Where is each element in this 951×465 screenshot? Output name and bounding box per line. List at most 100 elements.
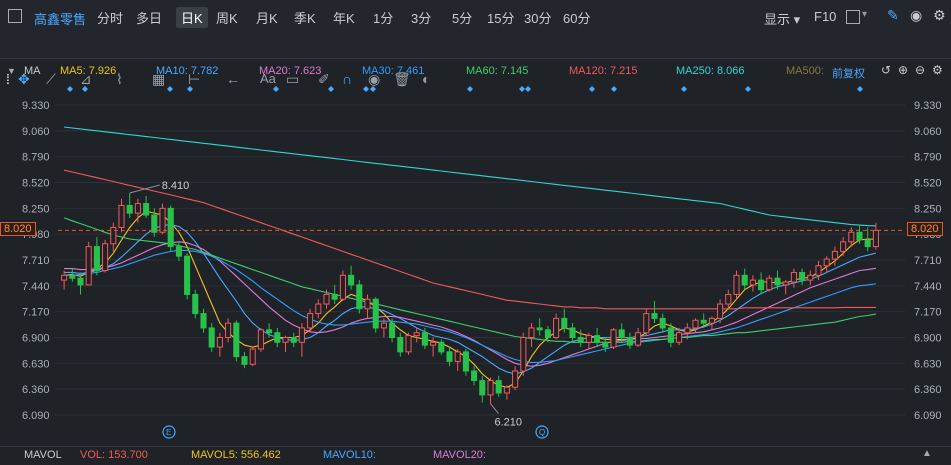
f10-button[interactable]: F10 <box>814 9 837 24</box>
period-tab[interactable]: 15分 <box>487 11 515 26</box>
period-tab[interactable]: 60分 <box>563 11 591 26</box>
candlestick-chart[interactable]: 9.330 9.330 9.060 9.060 8.790 8.790 8.520 8.520… <box>0 0 951 446</box>
comment-tool-icon[interactable]: ▭ <box>286 71 300 87</box>
candle-body <box>610 329 617 348</box>
candle-body <box>536 327 543 331</box>
ma-line-ma250 <box>64 126 876 227</box>
ma-line-ma20 <box>64 241 876 367</box>
candle-body <box>708 317 715 324</box>
candle-body <box>298 327 305 343</box>
chevron-down-icon[interactable]: ▾ <box>862 9 868 20</box>
toggle-icon[interactable]: ◐ <box>422 71 431 87</box>
stock-name[interactable]: 高鑫零售 <box>34 12 87 27</box>
period-tab[interactable]: 3分 <box>411 11 432 26</box>
settings-icon[interactable]: ⚙ <box>932 63 943 77</box>
y-tick-label-left: 7.170 <box>22 307 50 319</box>
channel-tool-icon[interactable]: ⊿ <box>80 71 92 87</box>
erase-tool-icon[interactable]: ✐ <box>318 71 330 87</box>
range-tool-icon[interactable]: ⊢ <box>188 71 201 87</box>
candle-body <box>372 298 379 329</box>
ma-line-ma30 <box>64 249 876 363</box>
text-tool-icon[interactable]: Aa <box>260 71 276 86</box>
event-marker-icon <box>273 86 279 92</box>
candle-body <box>249 348 256 365</box>
y-tick-label-right: 6.630 <box>914 358 942 370</box>
visibility-icon[interactable]: ◉ <box>368 71 381 87</box>
candle-body <box>602 341 609 348</box>
period-tab[interactable]: 日K <box>176 7 208 28</box>
zoom-out-icon[interactable]: ⊖ <box>915 63 926 77</box>
candle-body <box>807 274 814 281</box>
candle-body <box>216 337 223 348</box>
candle-body <box>421 332 428 346</box>
candle-body <box>790 271 797 283</box>
candle-body <box>651 313 658 319</box>
candle-body <box>520 337 527 372</box>
candle-body <box>717 303 724 319</box>
event-marker-icon <box>370 86 376 92</box>
period-tab[interactable]: 季K <box>294 11 316 26</box>
candle-body <box>200 313 207 329</box>
y-tick-label-right: 9.060 <box>914 126 942 138</box>
low-annotation: 6.210 <box>495 417 523 429</box>
candle-body <box>110 226 117 245</box>
candle-body <box>479 380 486 396</box>
ma-line-ma60 <box>63 217 876 343</box>
period-tab[interactable]: 30分 <box>524 11 552 26</box>
period-tab[interactable]: 周K <box>216 11 238 26</box>
crosshair-icon[interactable]: ✥ <box>18 71 30 87</box>
y-tick-label-left: 8.250 <box>22 203 50 215</box>
zoom-in-icon[interactable]: ⊕ <box>898 63 909 77</box>
candle-body <box>799 271 806 281</box>
collapse-icon[interactable]: ▼ <box>7 66 16 76</box>
mavol-title: MAVOL <box>24 449 62 461</box>
y-tick-label-right: 6.900 <box>914 333 942 345</box>
candle-body <box>126 204 133 214</box>
candle-body <box>782 281 789 286</box>
candle-body <box>290 337 297 343</box>
period-tab[interactable]: 分时 <box>97 11 124 26</box>
candle-body <box>561 317 568 329</box>
arrow-tool-icon[interactable]: ← <box>226 71 240 87</box>
y-tick-label-left: 7.710 <box>22 255 50 267</box>
eye-icon[interactable]: ◉ <box>910 7 923 23</box>
grid-tool-icon[interactable]: ▦ <box>152 71 166 87</box>
reset-icon[interactable]: ↺ <box>881 63 892 77</box>
event-marker-icon <box>519 86 525 92</box>
expand-icon[interactable]: ▲ <box>922 448 932 459</box>
mavol10-value: MAVOL10: <box>323 449 376 461</box>
candle-body <box>315 303 322 315</box>
candle-body <box>348 274 355 286</box>
display-dropdown[interactable]: 显示 ▾ <box>764 12 801 27</box>
panel-toggle-icon[interactable] <box>8 9 22 23</box>
period-tab[interactable]: 年K <box>333 11 355 26</box>
adjust-label[interactable]: 前复权 <box>832 68 865 80</box>
event-marker-icon <box>187 86 193 92</box>
line-tool-icon[interactable]: ⟋ <box>46 71 56 87</box>
candle-body <box>134 203 141 214</box>
ma-line-ma120 <box>63 169 876 310</box>
period-tab[interactable]: 5分 <box>452 11 473 26</box>
period-tab[interactable]: 1分 <box>373 11 394 26</box>
candle-body <box>676 332 683 343</box>
candle-body <box>446 351 453 362</box>
magnet-icon[interactable]: ∩ <box>342 71 353 87</box>
checkbox-icon[interactable] <box>846 10 860 24</box>
period-tab[interactable]: 多日 <box>136 11 163 26</box>
draw-pen-icon[interactable]: ✎ <box>887 7 899 23</box>
event-marker-icon <box>167 86 173 92</box>
event-marker-icon <box>611 86 617 92</box>
grip-icon[interactable]: ⁞ <box>6 71 10 87</box>
trash-icon[interactable]: 🗑 <box>393 71 411 87</box>
settings-icon[interactable]: ⚙ <box>933 7 946 23</box>
candle-body <box>766 277 773 291</box>
candle-body <box>823 258 830 267</box>
wave-tool-icon[interactable]: ⌇ <box>116 71 123 87</box>
candle-body <box>192 293 199 315</box>
candle-body <box>774 277 781 286</box>
event-circle-icon-label: E <box>166 428 171 437</box>
ma-legend-item: MA10: 7.782 <box>156 65 219 77</box>
period-tab[interactable]: 月K <box>256 11 278 26</box>
ma-legend-bar: ▼ MA 前复权 ↺ ⊕ ⊖ ⚙ <box>0 61 951 81</box>
candle-body <box>454 351 461 362</box>
